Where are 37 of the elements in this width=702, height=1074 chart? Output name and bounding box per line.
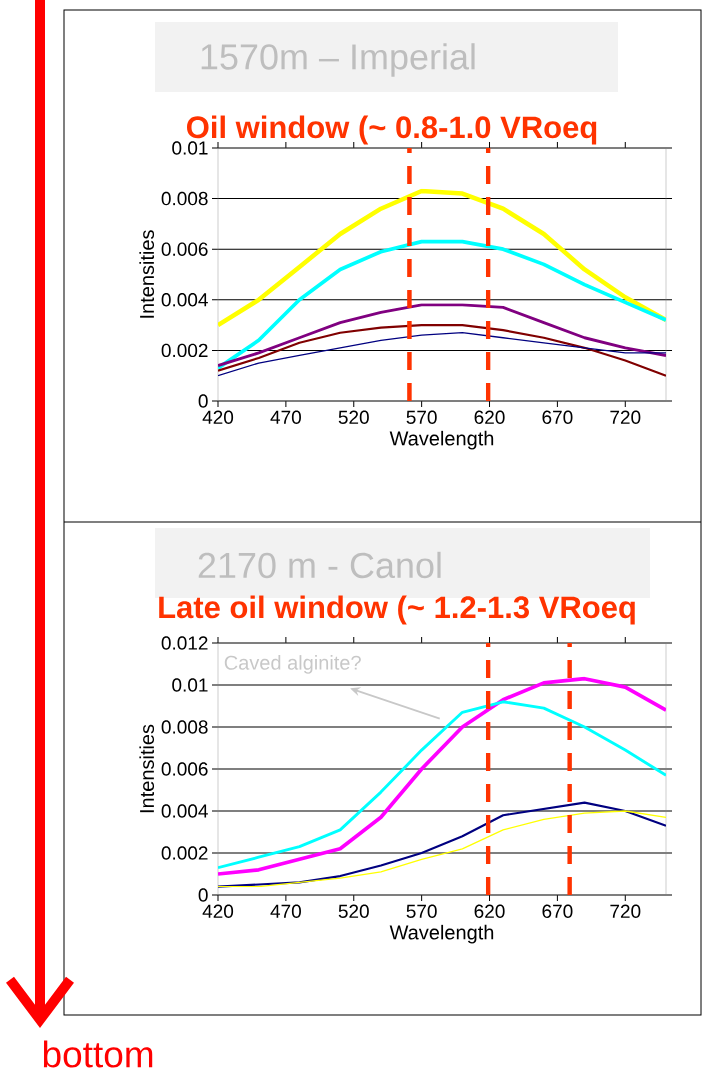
x-tick-label: 420 [202, 904, 234, 918]
text: bottom [43, 1040, 153, 1068]
y-axis-title: Intensities [139, 724, 155, 813]
x-tick-label: 570 [406, 904, 437, 918]
line-series [218, 332, 667, 377]
y-tick-label: 0.008 [161, 720, 208, 734]
line-series [218, 188, 667, 328]
y-tick-label: 0.008 [161, 191, 208, 206]
y-tick-label: 0 [198, 888, 208, 902]
x-tick-label: 470 [270, 410, 301, 424]
x-tick-label: 620 [474, 410, 505, 424]
y-tick-label: 0.002 [161, 846, 208, 860]
x-tick-label: 670 [542, 904, 573, 918]
y-tick-label: 0.012 [161, 636, 208, 650]
y-tick-label: 0.006 [161, 762, 208, 776]
x-axis-title: Wavelength [389, 924, 494, 944]
x-tick-label: 420 [202, 410, 234, 424]
line-series [218, 324, 667, 377]
x-tick-label: 720 [610, 904, 641, 918]
y-tick-label: 0.004 [161, 293, 208, 307]
x-tick-label: 720 [610, 410, 641, 424]
x-tick-label: 520 [338, 410, 369, 424]
y-tick-label: 0 [198, 394, 208, 408]
x-tick-label: 520 [338, 904, 369, 918]
x-tick-label: 470 [270, 904, 301, 918]
x-tick-label: 570 [406, 410, 437, 424]
line-series [218, 303, 667, 368]
x-tick-label: 620 [474, 904, 505, 918]
y-tick-label: 0.01 [172, 678, 208, 692]
y-axis-title: Intensities [139, 230, 155, 318]
line-series [218, 239, 667, 370]
y-tick-label: 0.004 [161, 804, 208, 818]
chart-title: Late oil window (~ 1.2-1.3 VRoeq [159, 595, 635, 625]
x-tick-label: 670 [542, 410, 573, 424]
y-tick-label: 0.002 [161, 343, 208, 358]
y-tick-label: 0.006 [161, 242, 208, 256]
x-axis-title: Wavelength [389, 430, 494, 450]
